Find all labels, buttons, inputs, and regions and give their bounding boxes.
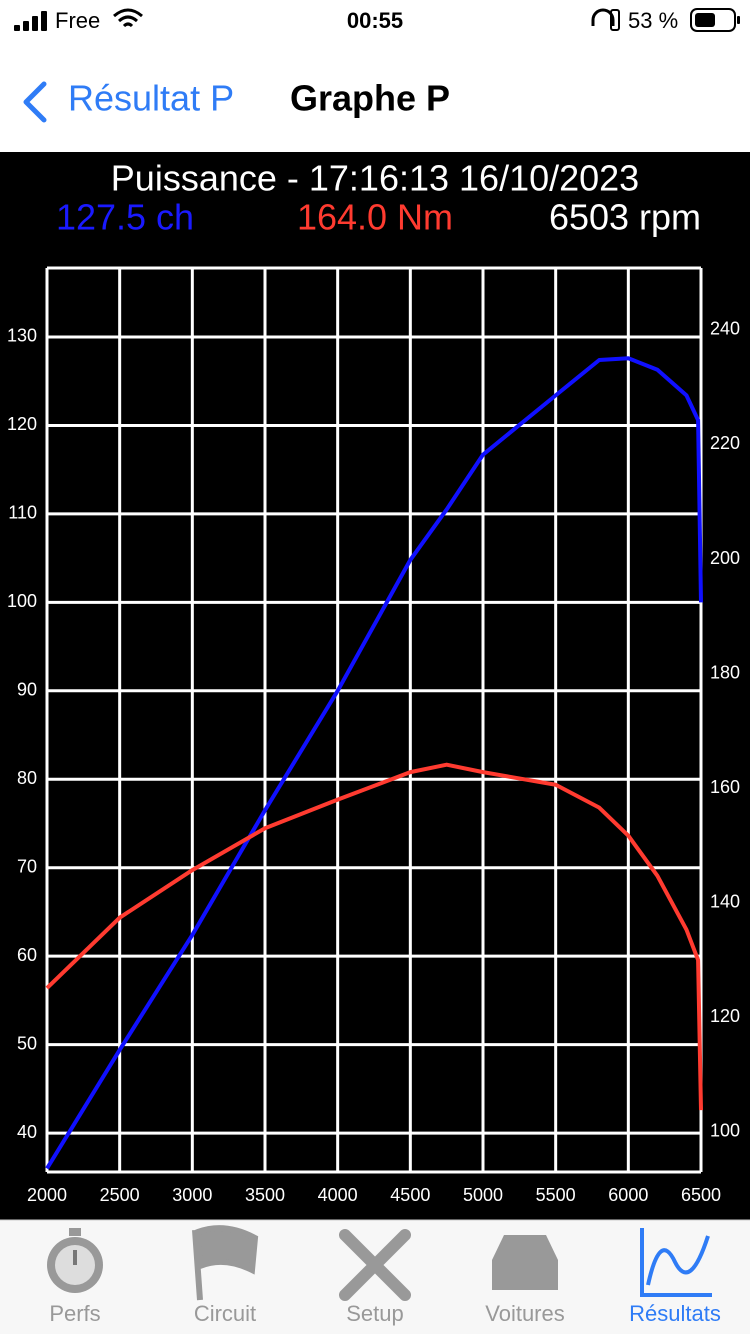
clock: 00:55	[347, 8, 403, 33]
x-tick-label: 2000	[27, 1185, 67, 1205]
tab-label[interactable]: Setup	[346, 1301, 404, 1326]
series-line	[45, 356, 703, 1170]
x-tick-label: 3000	[172, 1185, 212, 1205]
back-chevron[interactable]	[23, 81, 47, 123]
y-tick-label: 110	[8, 503, 37, 523]
battery-level: 53 %	[628, 8, 678, 33]
tab-bar	[0, 1220, 750, 1334]
x-tick-label: 5500	[536, 1185, 576, 1205]
y-tick-label: 40	[17, 1122, 37, 1142]
y-tick-label: 60	[17, 945, 37, 965]
y-tick-label: 50	[17, 1033, 37, 1053]
x-tick-label: 6000	[608, 1185, 648, 1205]
tab-label[interactable]: Voitures	[485, 1301, 565, 1326]
circuit-icon	[192, 1225, 259, 1301]
y2-tick-label: 140	[710, 891, 740, 911]
y-tick-label: 90	[17, 680, 37, 700]
x-tick-label: 4500	[390, 1185, 430, 1205]
headphones-icon	[591, 8, 615, 26]
tab-label[interactable]: Perfs	[49, 1301, 100, 1326]
readout: 6503 rpm	[549, 197, 701, 238]
y-tick-label: 130	[7, 326, 37, 346]
y2-tick-label: 100	[710, 1121, 740, 1141]
tab-label[interactable]: Circuit	[194, 1301, 256, 1326]
x-tick-label: 5000	[463, 1185, 503, 1205]
voitures-icon	[492, 1235, 558, 1290]
nav-title: Graphe P	[290, 78, 450, 119]
y2-tick-label: 200	[710, 548, 740, 568]
lock-icon	[610, 9, 620, 31]
wifi-icon	[113, 8, 143, 28]
y2-tick-label: 160	[710, 777, 740, 797]
y2-tick-label: 120	[710, 1006, 740, 1026]
y-tick-label: 120	[7, 414, 37, 434]
readout: 164.0 Nm	[297, 197, 453, 238]
readout: 127.5 ch	[56, 197, 194, 238]
y-tick-label: 80	[17, 768, 37, 788]
perfs-icon	[47, 1228, 103, 1293]
resultats-icon	[640, 1228, 712, 1297]
y-tick-label: 100	[7, 591, 37, 611]
series-line	[45, 762, 703, 1111]
y2-tick-label: 180	[710, 662, 740, 682]
x-tick-label: 2500	[100, 1185, 140, 1205]
setup-icon	[339, 1229, 411, 1301]
tab-label[interactable]: Résultats	[629, 1301, 721, 1326]
back-button[interactable]: Résultat P	[68, 78, 234, 119]
x-tick-label: 4000	[318, 1185, 358, 1205]
chart-title: Puissance - 17:16:13 16/10/2023	[111, 158, 639, 199]
y-tick-label: 70	[17, 856, 37, 876]
y2-tick-label: 240	[710, 319, 740, 339]
chart: 127.5 ch 164.0 Nm 6503 rpm 2000 2500 3000 3500…	[7, 197, 740, 1205]
signal-icon	[14, 11, 47, 31]
battery-icon	[690, 8, 740, 32]
y2-tick-label: 220	[710, 433, 740, 453]
tab-labels: Perfs Circuit Setup Voitures Résultats	[49, 1301, 721, 1326]
x-tick-label: 3500	[245, 1185, 285, 1205]
carrier: Free	[55, 8, 100, 33]
x-tick-label: 6500	[681, 1185, 721, 1205]
